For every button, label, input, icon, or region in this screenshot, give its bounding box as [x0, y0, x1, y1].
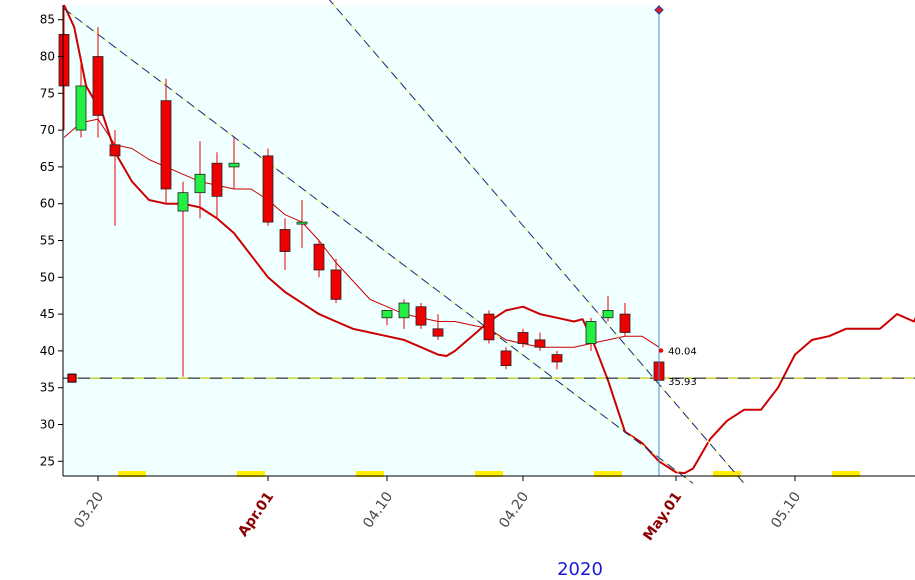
y-tick-label: 40 — [40, 344, 55, 358]
candle-body — [483, 313, 495, 341]
year-label: 2020 — [557, 559, 603, 580]
price-annotation: 35.93 — [668, 377, 697, 388]
weekend-marker — [237, 471, 265, 477]
weekend-marker — [832, 471, 860, 477]
candle-body — [415, 306, 427, 326]
cursor-marker — [654, 5, 664, 15]
trendline-2 — [328, 0, 745, 484]
series-line-1 — [63, 4, 915, 475]
trendline-2-highlight — [328, 0, 745, 484]
y-tick-label: 50 — [40, 270, 55, 284]
candle-body — [194, 173, 206, 194]
trendline-1-highlight — [63, 8, 694, 484]
candle-body — [551, 354, 563, 363]
candle-body — [602, 310, 614, 319]
candle-body — [585, 321, 597, 344]
y-tick-label: 80 — [40, 50, 55, 64]
candle-body — [279, 229, 291, 252]
candle-body — [92, 56, 104, 116]
weekend-marker — [713, 471, 741, 477]
reference-marker — [67, 373, 77, 383]
candle-body — [177, 192, 189, 212]
y-tick-label: 60 — [40, 197, 55, 211]
y-tick-label: 45 — [40, 307, 55, 321]
candle-body — [313, 243, 325, 271]
candle-body — [517, 332, 529, 344]
weekend-marker — [118, 471, 146, 477]
weekend-marker — [475, 471, 503, 477]
candle-body — [534, 339, 546, 348]
candle-body — [211, 162, 223, 197]
candle-body — [296, 221, 308, 225]
candle-body — [58, 34, 70, 87]
candle-body — [619, 313, 631, 333]
candle-body — [381, 310, 393, 319]
y-tick-label: 65 — [40, 160, 55, 174]
trendline-1 — [63, 8, 694, 484]
y-tick-label: 75 — [40, 86, 55, 100]
candle-body — [398, 302, 410, 319]
candle-body — [160, 100, 172, 190]
y-tick-label: 30 — [40, 417, 55, 431]
candle-body — [109, 144, 121, 157]
y-tick-label: 85 — [40, 13, 55, 27]
price-annotation: 40.04 — [668, 347, 697, 358]
candle-body — [432, 328, 444, 337]
y-tick-label: 55 — [40, 234, 55, 248]
weekend-marker — [356, 471, 384, 477]
candle-body — [228, 162, 240, 168]
candle-body — [330, 269, 342, 300]
candle-body — [262, 155, 274, 223]
current-price-dot — [658, 348, 664, 353]
y-tick-label: 25 — [40, 454, 55, 468]
y-tick-label: 35 — [40, 381, 55, 395]
y-tick-label: 70 — [40, 123, 55, 137]
candle-body — [75, 85, 87, 131]
weekend-marker — [594, 471, 622, 477]
candle-body — [500, 350, 512, 367]
